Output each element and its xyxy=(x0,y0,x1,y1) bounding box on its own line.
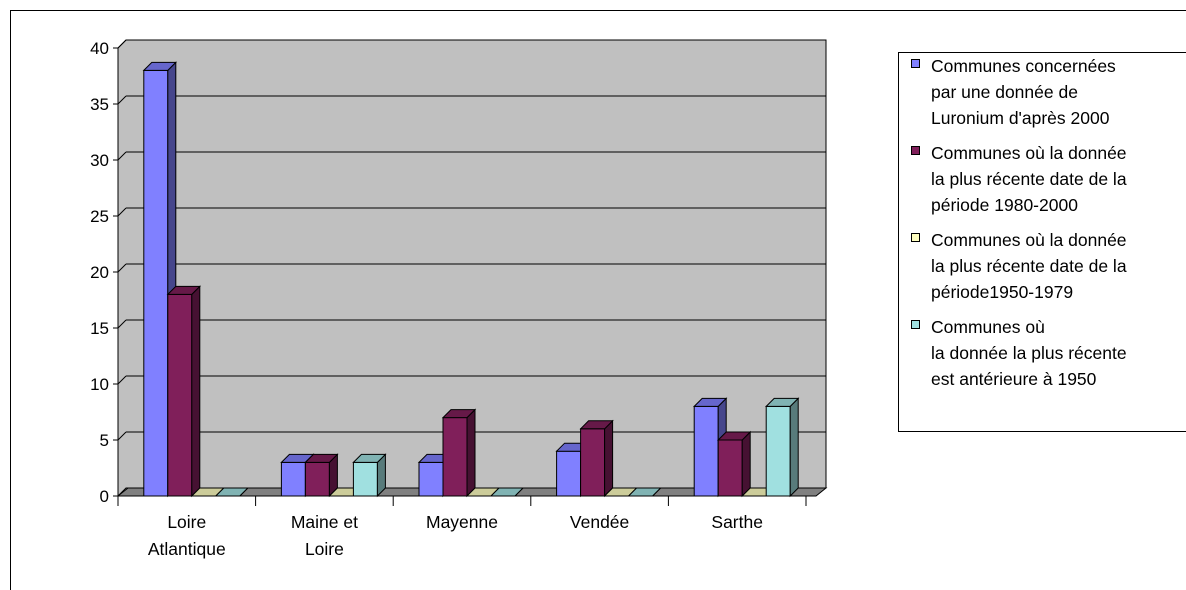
bar-side xyxy=(741,430,751,498)
bar xyxy=(280,461,306,497)
bar-top xyxy=(692,397,728,407)
bar xyxy=(167,293,193,497)
legend-label-1950-1979: Communes où la donnée la plus récente da… xyxy=(931,230,1127,302)
legend-label-before-1950: Communes où la donnée la plus récente es… xyxy=(931,317,1127,389)
y-tick-label: 25 xyxy=(90,207,109,226)
bar xyxy=(765,405,791,497)
gridline-diag xyxy=(117,319,127,329)
legend-swatch-after-2000 xyxy=(911,59,920,68)
bar-top xyxy=(627,487,662,497)
x-tick-label: Mayenne xyxy=(426,512,498,532)
chart-legend: Communes concernées par une donnée de Lu… xyxy=(898,52,1186,432)
bar-side xyxy=(466,408,476,498)
x-tick-label: Vendée xyxy=(570,512,629,532)
bar xyxy=(304,461,330,497)
bar-top xyxy=(352,453,387,463)
bar-side xyxy=(789,397,799,498)
y-tick-label: 0 xyxy=(100,487,109,506)
y-tick-label: 35 xyxy=(90,95,109,114)
legend-swatch-1950-1979 xyxy=(911,233,920,242)
x-tick-label: Maine et xyxy=(291,512,358,532)
bar xyxy=(556,450,582,497)
bar xyxy=(580,428,606,497)
bar-top xyxy=(716,431,752,441)
x-tick-label: Sarthe xyxy=(711,512,763,532)
x-tick-label: Loire xyxy=(167,512,206,532)
gridline-diag xyxy=(117,263,127,273)
legend-label-after-2000: Communes concernées par une donnée de Lu… xyxy=(931,56,1116,128)
bar-top xyxy=(166,285,202,295)
gridline-diag xyxy=(117,39,127,49)
bar xyxy=(717,439,743,497)
y-tick-label: 20 xyxy=(90,263,109,282)
gridline-diag xyxy=(117,375,127,385)
bar xyxy=(693,405,719,497)
legend-label-1980-2000: Communes où la donnée la plus récente da… xyxy=(931,143,1127,215)
x-tick-label: Atlantique xyxy=(148,539,226,559)
bar xyxy=(418,461,444,497)
bar-top xyxy=(142,61,178,71)
y-tick-label: 30 xyxy=(90,151,109,170)
chart-frame xyxy=(10,10,1186,590)
y-tick-label: 40 xyxy=(90,39,109,58)
bar-top xyxy=(764,397,800,407)
bar-top xyxy=(214,487,250,497)
bar-top xyxy=(304,453,339,463)
y-tick-label: 10 xyxy=(90,375,109,394)
gridline-diag xyxy=(117,431,127,441)
bar-top xyxy=(579,420,614,430)
gridline-diag xyxy=(117,151,127,161)
legend-swatch-before-1950 xyxy=(911,320,920,329)
x-tick-label: Loire xyxy=(305,539,344,559)
gridline-diag xyxy=(117,207,127,217)
bar xyxy=(143,69,169,497)
legend-swatch-1980-2000 xyxy=(911,146,920,155)
bar-top xyxy=(441,409,477,419)
y-tick-label: 15 xyxy=(90,319,109,338)
bar xyxy=(352,461,378,497)
y-tick-label: 5 xyxy=(100,431,109,450)
gridline-diag xyxy=(117,95,127,105)
bar-top xyxy=(489,487,525,497)
bar xyxy=(442,417,468,497)
bar-side xyxy=(604,419,614,498)
bar-side xyxy=(191,285,201,498)
